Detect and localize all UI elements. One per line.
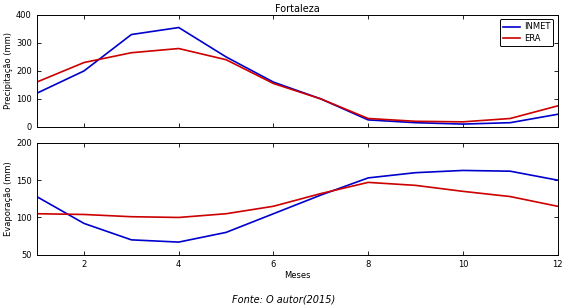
- INMET: [507, 169, 514, 173]
- ERA: [554, 104, 561, 108]
- Y-axis label: Evaporação (mm): Evaporação (mm): [5, 162, 13, 236]
- ERA: [175, 47, 182, 50]
- ERA: [507, 195, 514, 198]
- Line: ERA: ERA: [37, 49, 557, 122]
- ERA: [365, 181, 371, 184]
- Title: Fortaleza: Fortaleza: [275, 4, 320, 14]
- ERA: [318, 192, 324, 196]
- INMET: [223, 230, 230, 234]
- ERA: [33, 80, 40, 84]
- Line: INMET: INMET: [37, 170, 557, 242]
- ERA: [223, 212, 230, 215]
- ERA: [412, 119, 419, 123]
- ERA: [128, 51, 135, 54]
- ERA: [33, 212, 40, 215]
- INMET: [128, 238, 135, 242]
- ERA: [128, 215, 135, 218]
- INMET: [33, 91, 40, 95]
- INMET: [33, 195, 40, 198]
- ERA: [554, 204, 561, 208]
- INMET: [507, 121, 514, 125]
- INMET: [412, 171, 419, 174]
- ERA: [81, 61, 87, 64]
- Legend: INMET, ERA: INMET, ERA: [500, 19, 553, 46]
- ERA: [459, 189, 466, 193]
- Line: INMET: INMET: [37, 28, 557, 124]
- ERA: [270, 82, 277, 85]
- Y-axis label: Precipitação (mm): Precipitação (mm): [4, 32, 13, 110]
- INMET: [365, 118, 371, 122]
- INMET: [412, 121, 419, 125]
- INMET: [459, 122, 466, 126]
- INMET: [223, 55, 230, 59]
- ERA: [459, 120, 466, 124]
- X-axis label: Meses: Meses: [284, 271, 310, 280]
- INMET: [554, 178, 561, 182]
- INMET: [270, 80, 277, 84]
- INMET: [318, 97, 324, 101]
- Line: ERA: ERA: [37, 182, 557, 218]
- ERA: [507, 117, 514, 120]
- INMET: [318, 193, 324, 197]
- INMET: [128, 33, 135, 36]
- Text: Fonte: O autor(2015): Fonte: O autor(2015): [232, 295, 335, 305]
- ERA: [365, 117, 371, 120]
- INMET: [175, 26, 182, 29]
- ERA: [223, 58, 230, 62]
- ERA: [412, 184, 419, 187]
- ERA: [270, 204, 277, 208]
- INMET: [554, 113, 561, 116]
- INMET: [459, 169, 466, 172]
- INMET: [365, 176, 371, 180]
- ERA: [81, 213, 87, 216]
- INMET: [270, 212, 277, 215]
- INMET: [81, 69, 87, 73]
- ERA: [175, 216, 182, 219]
- ERA: [318, 97, 324, 101]
- INMET: [175, 240, 182, 244]
- INMET: [81, 222, 87, 225]
